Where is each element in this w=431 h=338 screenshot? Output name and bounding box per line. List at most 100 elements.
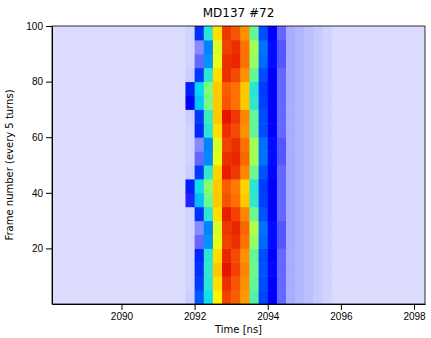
heat-cell: [231, 235, 241, 249]
heat-cell: [323, 123, 333, 137]
heat-cell: [304, 235, 314, 249]
heat-cell: [249, 96, 259, 110]
heat-cell: [313, 123, 323, 137]
heat-cell: [185, 96, 195, 110]
heat-cell: [259, 165, 269, 179]
heat-cell: [323, 290, 333, 304]
heat-cell: [268, 137, 278, 151]
heat-cell: [259, 68, 269, 82]
heat-cell: [268, 109, 278, 123]
heat-cell: [195, 235, 205, 249]
heat-cell: [204, 40, 214, 54]
heat-cell: [259, 235, 269, 249]
x-tick-label: 2092: [184, 311, 207, 322]
heat-cell: [286, 40, 296, 54]
heat-cell: [313, 262, 323, 276]
heat-cell: [268, 151, 278, 165]
heat-cell: [240, 54, 250, 68]
heat-cell: [240, 137, 250, 151]
heat-cell: [304, 165, 314, 179]
heat-cell: [313, 68, 323, 82]
heat-cell: [286, 109, 296, 123]
heat-cell: [304, 248, 314, 262]
heat-cell: [268, 54, 278, 68]
heat-cell: [286, 165, 296, 179]
x-tick-mark: [121, 304, 122, 310]
heat-cell: [185, 290, 195, 304]
heat-cell: [304, 26, 314, 40]
heat-cell: [313, 109, 323, 123]
heat-cell: [277, 221, 287, 235]
heat-cell: [259, 109, 269, 123]
y-tick-label: 20: [32, 243, 44, 254]
heat-cell: [195, 96, 205, 110]
heat-cell: [195, 109, 205, 123]
heat-cell: [213, 40, 223, 54]
heat-cell: [313, 165, 323, 179]
heat-cell: [195, 68, 205, 82]
heat-cell: [213, 179, 223, 193]
heat-cell: [323, 165, 333, 179]
heat-cell: [277, 207, 287, 221]
heat-cell: [295, 54, 305, 68]
plot: 2090209220942096209820406080100: [26, 21, 426, 322]
heat-cell: [185, 179, 195, 193]
heat-cell: [313, 248, 323, 262]
heat-cell: [222, 290, 232, 304]
x-tick-label: 2098: [403, 311, 426, 322]
heat-cell: [195, 290, 205, 304]
plot-frame: [52, 26, 425, 304]
heat-cell: [286, 290, 296, 304]
heat-cell: [259, 54, 269, 68]
heat-cell: [204, 165, 214, 179]
heat-cell: [213, 109, 223, 123]
heat-cell: [185, 235, 195, 249]
heat-cell: [268, 193, 278, 207]
x-tick-label: 2094: [257, 311, 280, 322]
heat-cell: [185, 207, 195, 221]
heat-cell: [240, 221, 250, 235]
heat-cell: [240, 96, 250, 110]
y-tick-label: 60: [32, 132, 44, 143]
heat-cell: [231, 137, 241, 151]
y-tick-mark: [46, 26, 52, 27]
heat-cell: [323, 151, 333, 165]
heat-cell: [231, 193, 241, 207]
heat-cell: [240, 40, 250, 54]
heat-cell: [204, 207, 214, 221]
heat-cell: [277, 262, 287, 276]
heat-cell: [277, 137, 287, 151]
heat-cell: [249, 26, 259, 40]
heat-cell: [304, 68, 314, 82]
heat-cell: [231, 221, 241, 235]
heat-cell: [268, 221, 278, 235]
heat-cell: [313, 276, 323, 290]
y-tick: 20: [32, 243, 52, 254]
heat-cell: [240, 26, 250, 40]
heat-cell: [259, 179, 269, 193]
heat-cell: [204, 235, 214, 249]
heat-cell: [222, 68, 232, 82]
heat-cell: [268, 40, 278, 54]
x-axis-title: Time [ns]: [214, 324, 262, 335]
heat-cell: [213, 137, 223, 151]
heat-cell: [240, 290, 250, 304]
heat-cell: [195, 248, 205, 262]
heat-cell: [249, 235, 259, 249]
heat-cell: [213, 68, 223, 82]
x-tick: 2098: [403, 304, 426, 322]
heat-cell: [231, 26, 241, 40]
heat-cell: [249, 165, 259, 179]
heat-cell: [268, 82, 278, 96]
heat-cell: [231, 248, 241, 262]
heat-cell: [259, 40, 269, 54]
x-tick-mark: [268, 304, 269, 310]
heat-cell: [231, 54, 241, 68]
x-tick-label: 2090: [111, 311, 134, 322]
heat-cell: [249, 137, 259, 151]
heat-cell: [204, 68, 214, 82]
heat-cell: [313, 82, 323, 96]
heat-cell: [213, 262, 223, 276]
heat-cell: [231, 82, 241, 96]
heat-cell: [204, 179, 214, 193]
